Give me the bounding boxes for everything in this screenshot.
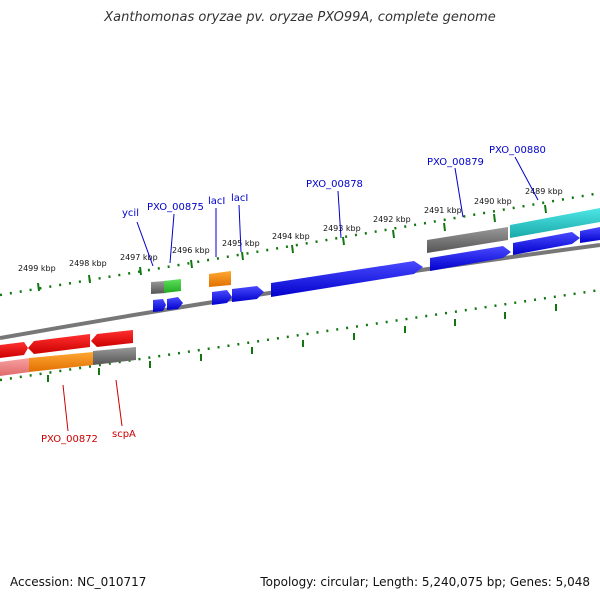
gene-forward[interactable]	[153, 299, 166, 312]
gene-forward[interactable]	[430, 246, 511, 271]
gene-lacI-2[interactable]	[232, 286, 264, 302]
tick-label: 2497 kbp	[120, 253, 158, 262]
label-pxo00875[interactable]: PXO_00875	[147, 202, 204, 213]
label-pxo00878[interactable]: PXO_00878	[306, 179, 363, 190]
gene-pxo00878[interactable]	[271, 261, 423, 297]
label-pxo00879[interactable]: PXO_00879	[427, 157, 484, 168]
page-title: Xanthomonas oryzae pv. oryzae PXO99A, co…	[104, 10, 496, 25]
gene-forward[interactable]	[513, 232, 580, 255]
tick-label: 2498 kbp	[69, 259, 107, 268]
gene-rna-small[interactable]	[151, 281, 166, 294]
major-ticks-lower	[47, 304, 557, 382]
gene-forward[interactable]	[580, 227, 600, 243]
forward-strand-features	[151, 208, 600, 312]
label-ycil[interactable]: ycil	[122, 208, 139, 219]
label-pxo00872[interactable]: PXO_00872	[41, 434, 98, 445]
tick-label: 2492 kbp	[373, 215, 411, 224]
label-scpA[interactable]: scpA	[112, 429, 136, 440]
reverse-strand-features	[0, 330, 136, 376]
accession-text: Accession: NC_010717	[10, 575, 147, 589]
gene-scpA[interactable]	[93, 347, 136, 365]
tick-label: 2493 kbp	[323, 224, 361, 233]
tick-label: 2489 kbp	[525, 187, 563, 196]
label-lacI-2[interactable]: lacI	[231, 193, 248, 204]
gene-labels: ycil PXO_00875 lacI lacI PXO_00878 PXO_0…	[41, 145, 546, 445]
gene-reverse[interactable]	[91, 330, 133, 347]
gene-green[interactable]	[164, 279, 181, 293]
label-lacI-1[interactable]: lacI	[208, 196, 225, 207]
tick-label: 2499 kbp	[18, 264, 56, 273]
gene-lacI-1[interactable]	[212, 290, 232, 305]
tick-label: 2490 kbp	[474, 197, 512, 206]
gene-rna-pxo00879[interactable]	[427, 227, 508, 253]
gene-reverse[interactable]	[0, 342, 28, 358]
gene-pxo00872[interactable]	[29, 352, 93, 372]
genome-summary-text: Topology: circular; Length: 5,240,075 bp…	[260, 575, 590, 589]
gene-orange[interactable]	[209, 271, 231, 287]
major-ticks-upper	[37, 204, 547, 292]
ruler-lower	[0, 288, 600, 382]
label-leaders	[62, 156, 539, 432]
gene-forward[interactable]	[167, 297, 183, 310]
tick-label: 2491 kbp	[424, 206, 462, 215]
tick-label: 2496 kbp	[172, 246, 210, 255]
gene-pxo00880[interactable]	[510, 208, 600, 238]
gene-pink[interactable]	[0, 358, 30, 376]
gene-reverse[interactable]	[28, 334, 90, 354]
label-pxo00880[interactable]: PXO_00880	[489, 145, 546, 156]
tick-label: 2494 kbp	[272, 232, 310, 241]
